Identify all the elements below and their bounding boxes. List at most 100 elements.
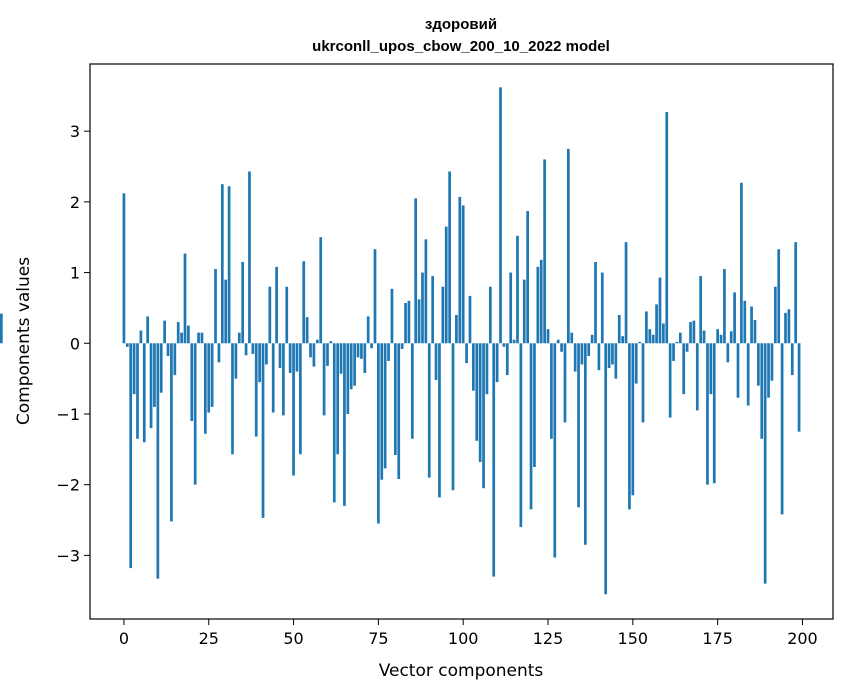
y-tick-label: −2 xyxy=(56,476,80,495)
bar-155 xyxy=(648,329,652,344)
bar-170 xyxy=(699,276,703,344)
bar-143 xyxy=(607,343,611,369)
bar-78 xyxy=(387,343,390,361)
bar-191 xyxy=(770,343,774,381)
x-axis-label: Vector components xyxy=(379,661,544,681)
bar-65 xyxy=(343,343,346,506)
bar-85 xyxy=(410,343,414,439)
bar-series xyxy=(0,87,801,595)
bar-169 xyxy=(695,343,699,411)
bar-199 xyxy=(797,343,801,432)
bar-66 xyxy=(346,343,350,414)
bar-149 xyxy=(628,343,631,510)
bar-174 xyxy=(712,343,716,484)
x-tick-label: 50 xyxy=(283,629,303,648)
bar-130 xyxy=(563,343,567,423)
bar-109 xyxy=(492,343,496,577)
bar-74 xyxy=(373,249,377,344)
bar-105 xyxy=(478,343,482,463)
bar-42 xyxy=(265,343,268,365)
bar-98 xyxy=(455,314,458,344)
bar-77 xyxy=(383,343,387,469)
bar-107 xyxy=(485,343,489,395)
bar-126 xyxy=(550,343,553,439)
bar-27 xyxy=(214,269,217,344)
bar-125 xyxy=(546,329,550,344)
bar-96 xyxy=(448,171,451,344)
bar-62 xyxy=(332,343,336,503)
bar-168 xyxy=(692,320,696,344)
bar-187 xyxy=(757,343,760,386)
bar-192 xyxy=(773,286,777,344)
bar-196 xyxy=(787,309,791,344)
bar-182 xyxy=(740,182,743,344)
bar-12 xyxy=(163,320,166,344)
bar-166 xyxy=(685,343,689,352)
bar-88 xyxy=(421,272,424,344)
bar-61 xyxy=(329,341,333,344)
bar-171 xyxy=(702,330,706,344)
bar-185 xyxy=(750,306,753,344)
bar-162 xyxy=(672,343,675,361)
bar-141 xyxy=(600,272,604,344)
bar-106 xyxy=(482,343,485,489)
bar-99 xyxy=(458,196,462,344)
x-tick-label: 100 xyxy=(448,629,479,648)
bar-59 xyxy=(322,343,326,416)
bar-147 xyxy=(621,336,625,344)
bar-20 xyxy=(190,343,194,422)
bar-104 xyxy=(475,343,479,441)
bar-173 xyxy=(709,343,713,395)
chart-title-line1: здоровий xyxy=(425,16,497,33)
bar-100 xyxy=(461,205,465,344)
bar-117 xyxy=(519,343,523,528)
bar-140 xyxy=(597,343,601,371)
bar-157 xyxy=(655,304,658,344)
bar-34 xyxy=(237,332,241,344)
bar-70 xyxy=(360,343,363,359)
x-tick-label: 150 xyxy=(618,629,649,648)
bar-190 xyxy=(767,343,770,398)
bar-15 xyxy=(173,343,177,376)
bar-43 xyxy=(268,286,272,344)
bar-76 xyxy=(380,343,384,480)
bar-37 xyxy=(248,171,251,344)
bar-82 xyxy=(400,343,404,349)
bar-41 xyxy=(261,343,265,518)
x-tick-label: 125 xyxy=(533,629,564,648)
chart-title-line2: ukrconll_upos_cbow_200_10_2022 model xyxy=(312,38,610,55)
bar-72 xyxy=(366,316,370,344)
bar-159 xyxy=(662,323,665,344)
bar-36 xyxy=(244,343,248,356)
bar-51 xyxy=(295,343,299,372)
bar-103 xyxy=(472,343,475,391)
x-tick-label: 75 xyxy=(368,629,388,648)
bar-63 xyxy=(336,343,340,455)
bar-176 xyxy=(719,334,723,344)
bar-38 xyxy=(251,343,255,354)
bar-138 xyxy=(590,334,594,344)
bar-161 xyxy=(668,343,672,418)
bar-7 xyxy=(146,316,150,344)
bar-5 xyxy=(139,330,143,344)
bar-3 xyxy=(132,343,136,395)
bar-135 xyxy=(580,343,584,365)
bar-89 xyxy=(424,239,428,344)
bar-35 xyxy=(241,261,245,344)
bar-87 xyxy=(417,299,421,344)
plot-frame xyxy=(89,63,834,620)
bar-79 xyxy=(390,288,394,344)
bar-152 xyxy=(638,341,641,344)
bar-57 xyxy=(315,339,319,344)
bar-30 xyxy=(224,279,228,344)
bar-148 xyxy=(624,242,628,344)
bar-9 xyxy=(153,343,156,407)
bar-163 xyxy=(675,341,679,344)
bar-54 xyxy=(305,317,309,344)
bar-81 xyxy=(397,343,401,480)
y-tick-label: −3 xyxy=(56,546,80,565)
x-tick-label: 200 xyxy=(787,629,818,648)
bar-167 xyxy=(689,322,692,344)
bar-177 xyxy=(723,269,726,344)
